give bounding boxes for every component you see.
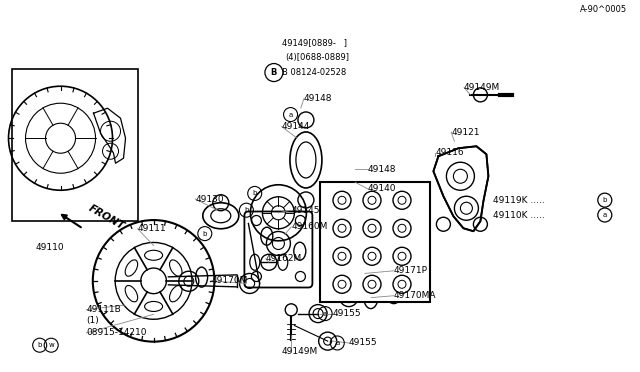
Text: 49130: 49130 [195, 195, 224, 203]
Bar [12, 69, 138, 221]
FancyBboxPatch shape [244, 212, 312, 288]
Text: 49170M: 49170M [211, 276, 248, 285]
Text: 49116: 49116 [435, 148, 464, 157]
Text: a: a [603, 212, 607, 218]
Polygon shape [433, 146, 488, 231]
Text: 49148: 49148 [368, 165, 397, 174]
Circle shape [338, 252, 346, 260]
Text: 49160M: 49160M [291, 222, 328, 231]
Text: 49119K .....: 49119K ..... [493, 196, 545, 205]
Text: 49148: 49148 [304, 94, 333, 103]
Text: 49144: 49144 [282, 122, 310, 131]
Text: 08915-14210: 08915-14210 [86, 328, 147, 337]
Text: a: a [323, 311, 327, 317]
Text: b: b [203, 231, 207, 237]
Circle shape [398, 252, 406, 260]
Text: 49121: 49121 [451, 128, 480, 137]
Text: w: w [49, 342, 54, 348]
Text: B: B [271, 68, 277, 77]
Circle shape [398, 224, 406, 232]
Text: (4)[0688-0889]: (4)[0688-0889] [285, 53, 349, 62]
Text: (1): (1) [86, 316, 99, 325]
Circle shape [338, 196, 346, 204]
Text: 49155: 49155 [333, 309, 362, 318]
Text: b: b [603, 197, 607, 203]
Text: A-90^0005: A-90^0005 [580, 5, 627, 14]
Text: b: b [244, 207, 248, 213]
Bar [320, 182, 430, 302]
Text: 49111B: 49111B [86, 305, 121, 314]
Text: 49149M: 49149M [282, 347, 318, 356]
Text: 49111: 49111 [138, 224, 166, 233]
Text: 49171P: 49171P [394, 266, 428, 275]
Circle shape [368, 196, 376, 204]
Circle shape [398, 196, 406, 204]
Circle shape [338, 224, 346, 232]
Text: b: b [253, 190, 257, 196]
Text: 49110: 49110 [35, 243, 64, 252]
Text: b: b [38, 342, 42, 348]
Text: B 08124-02528: B 08124-02528 [282, 68, 346, 77]
Circle shape [398, 280, 406, 288]
Bar [320, 269, 388, 278]
Circle shape [285, 304, 297, 316]
Text: 49149M: 49149M [464, 83, 500, 92]
Circle shape [368, 252, 376, 260]
Text: FRONT: FRONT [86, 203, 126, 231]
Circle shape [338, 280, 346, 288]
Text: 49149[0889-   ]: 49149[0889- ] [282, 38, 347, 47]
Text: 49162M: 49162M [266, 254, 302, 263]
Text: 49140: 49140 [368, 185, 397, 193]
Text: a: a [289, 112, 292, 118]
Text: 49155: 49155 [349, 339, 378, 347]
Text: 49145: 49145 [291, 206, 320, 215]
Text: a: a [335, 340, 339, 346]
Text: 49110K .....: 49110K ..... [493, 211, 545, 219]
Circle shape [368, 280, 376, 288]
Text: 49170MA: 49170MA [394, 291, 436, 300]
Circle shape [368, 224, 376, 232]
